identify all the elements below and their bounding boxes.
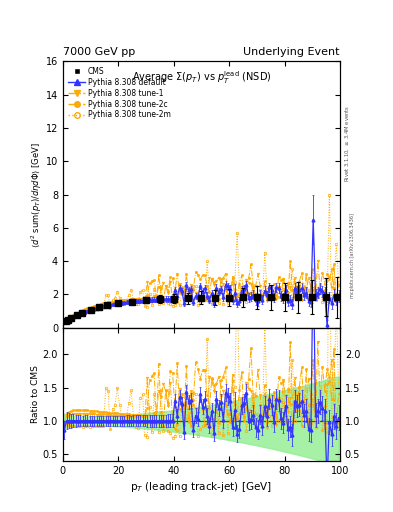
Y-axis label: $\langle d^2$ sum$(p_T)/d\eta d\Phi\rangle$ [GeV]: $\langle d^2$ sum$(p_T)/d\eta d\Phi\rang… [30,142,44,247]
X-axis label: p$_T$ (leading track-jet) [GeV]: p$_T$ (leading track-jet) [GeV] [130,480,272,494]
Text: Average $\Sigma(p_T)$ vs $p_T^{\rm lead}$ (NSD): Average $\Sigma(p_T)$ vs $p_T^{\rm lead}… [132,70,271,86]
Y-axis label: Ratio to CMS: Ratio to CMS [31,365,40,423]
Text: mcplots.cern.ch [arXiv:1306.3436]: mcplots.cern.ch [arXiv:1306.3436] [350,214,355,298]
Text: Underlying Event: Underlying Event [243,48,340,57]
Text: Rivet 3.1.10, $\geq$ 3.4M events: Rivet 3.1.10, $\geq$ 3.4M events [344,105,351,182]
Legend: CMS, Pythia 8.308 default, Pythia 8.308 tune-1, Pythia 8.308 tune-2c, Pythia 8.3: CMS, Pythia 8.308 default, Pythia 8.308 … [67,65,173,121]
Text: 7000 GeV pp: 7000 GeV pp [63,48,135,57]
